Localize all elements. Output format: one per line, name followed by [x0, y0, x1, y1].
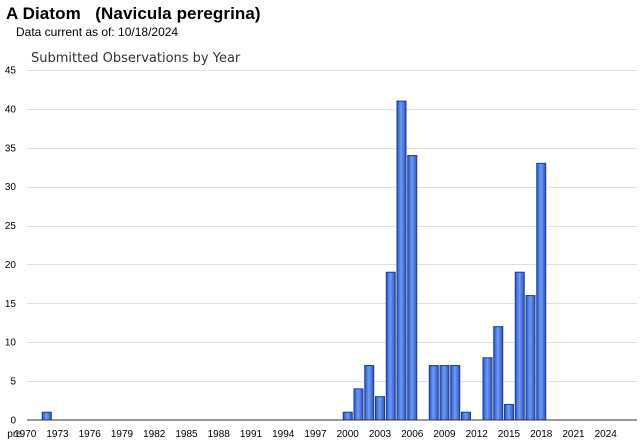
x-tick-label: 2024 — [595, 429, 618, 440]
chart-title: Submitted Observations by Year — [31, 51, 241, 66]
bar-2015 — [504, 403, 514, 421]
bars — [41, 100, 547, 421]
bar-2018 — [536, 162, 547, 421]
bar-2001 — [353, 388, 364, 421]
bar-2013 — [482, 357, 493, 421]
y-tick-label: 15 — [5, 299, 17, 310]
y-tick-label: 45 — [5, 66, 17, 77]
x-tick-label: 2006 — [401, 429, 424, 440]
bar-2011 — [461, 411, 471, 421]
y-tick-label: 20 — [5, 260, 17, 271]
x-tick-label: 1994 — [272, 429, 295, 440]
y-tick-label: 40 — [5, 104, 17, 115]
bar-2014 — [493, 326, 504, 421]
y-tick-label: 25 — [5, 221, 17, 232]
bar-2017 — [525, 295, 536, 421]
bar-2004 — [385, 271, 396, 421]
bar-2009 — [439, 365, 450, 421]
x-tick-label: 1988 — [208, 429, 231, 440]
bar-2010 — [450, 365, 461, 421]
x-tick-label: 2018 — [530, 429, 553, 440]
x-tick-label: 2015 — [498, 429, 521, 440]
y-tick-label: 10 — [5, 338, 17, 349]
x-tick-label: 1991 — [240, 429, 263, 440]
y-tick-label: 35 — [5, 143, 17, 154]
bar-2008 — [428, 365, 439, 421]
x-tick-label: 1973 — [46, 429, 69, 440]
x-tick-label: 2009 — [433, 429, 456, 440]
bar-2000 — [342, 411, 353, 421]
bar-2006 — [407, 155, 418, 421]
x-tick-label: 2000 — [337, 429, 360, 440]
x-tick-label: 1970 — [14, 429, 37, 440]
x-tick-label: 1979 — [111, 429, 134, 440]
bar-2002 — [364, 365, 375, 421]
x-tick-label: 2021 — [562, 429, 585, 440]
species-title: A Diatom (Navicula peregrina) — [6, 4, 261, 23]
y-tick-label: 5 — [10, 377, 16, 388]
x-tick-label: 1997 — [304, 429, 327, 440]
x-tick-label: 2012 — [466, 429, 489, 440]
bar-2005 — [396, 100, 407, 421]
y-axis-ticks: 0 5 10 15 20 25 30 35 40 45 — [5, 66, 17, 427]
bar-2003 — [375, 396, 385, 421]
x-tick-label: 2003 — [369, 429, 392, 440]
bar-2016 — [514, 271, 525, 421]
y-tick-label: 0 — [10, 416, 16, 427]
x-tick-label: 1976 — [79, 429, 102, 440]
x-tick-label: 1985 — [175, 429, 198, 440]
x-tick-label: pre — [7, 429, 22, 440]
y-tick-label: 30 — [5, 182, 17, 193]
data-current-date: Data current as of: 10/18/2024 — [16, 25, 179, 39]
bar-1972 — [41, 411, 52, 421]
x-tick-label: 1982 — [143, 429, 166, 440]
